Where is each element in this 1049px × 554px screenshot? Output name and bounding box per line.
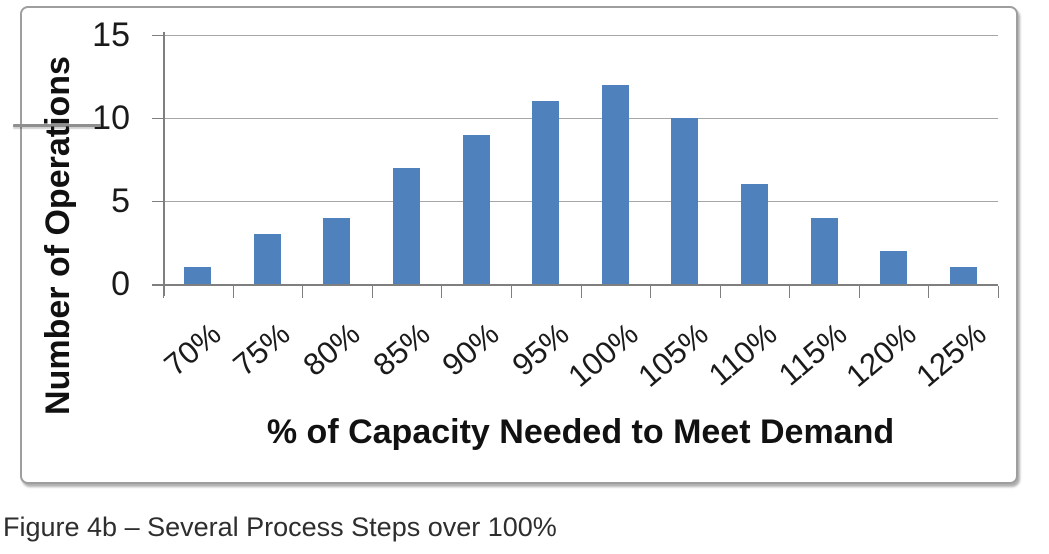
bar-75% xyxy=(253,234,281,284)
bar-120% xyxy=(880,250,908,284)
x-tick-mark-1 xyxy=(232,286,234,298)
x-tick-label-105%: 105% xyxy=(631,316,715,394)
bar-90% xyxy=(462,134,490,284)
x-tick-mark-2 xyxy=(302,286,304,298)
x-tick-mark-12 xyxy=(998,286,999,298)
y-tick-label-5: 5 xyxy=(111,182,130,220)
x-tick-mark-9 xyxy=(789,286,791,298)
x-tick-label-95%: 95% xyxy=(505,316,576,383)
x-tick-label-70%: 70% xyxy=(157,316,228,383)
x-tick-mark-8 xyxy=(719,286,721,298)
x-tick-mark-11 xyxy=(928,286,930,298)
x-tick-label-90%: 90% xyxy=(435,316,506,383)
x-tick-label-120%: 120% xyxy=(839,316,924,394)
x-tick-label-115%: 115% xyxy=(772,316,854,393)
x-tick-label-80%: 80% xyxy=(296,316,367,383)
x-tick-mark-3 xyxy=(371,286,373,298)
y-axis-title: Number of Operations xyxy=(8,10,108,460)
y-tick-mark-5 xyxy=(152,201,163,202)
y-axis-title-text: Number of Operations xyxy=(38,55,77,415)
stray-line-artifact xyxy=(13,124,101,127)
bar-100% xyxy=(601,84,629,284)
y-axis-line xyxy=(163,32,165,296)
bar-110% xyxy=(740,184,768,284)
x-tick-label-100%: 100% xyxy=(561,316,645,394)
y-tick-label-10: 10 xyxy=(92,99,130,137)
figure-caption: Figure 4b – Several Process Steps over 1… xyxy=(3,512,557,542)
bar-95% xyxy=(532,101,560,284)
y-tick-label-0: 0 xyxy=(111,265,130,303)
chart-frame xyxy=(20,6,1018,484)
x-tick-label-110%: 110% xyxy=(702,316,784,393)
x-tick-mark-5 xyxy=(510,286,512,298)
y-tick-mark-15 xyxy=(152,35,163,36)
x-tick-mark-4 xyxy=(441,286,443,298)
bar-115% xyxy=(810,217,838,284)
gridline-15 xyxy=(163,35,998,36)
bar-80% xyxy=(323,217,351,284)
gridline-5 xyxy=(163,201,998,202)
x-tick-mark-6 xyxy=(580,286,582,298)
x-tick-label-125%: 125% xyxy=(909,316,993,394)
bar-105% xyxy=(671,118,699,284)
gridline-10 xyxy=(163,118,998,119)
bar-125% xyxy=(949,267,977,284)
x-tick-mark-10 xyxy=(858,286,860,298)
x-tick-mark-0 xyxy=(163,286,164,298)
x-axis-line xyxy=(152,284,998,286)
bar-85% xyxy=(393,167,421,284)
x-tick-label-75%: 75% xyxy=(226,316,297,383)
x-tick-label-85%: 85% xyxy=(366,316,437,383)
y-tick-mark-10 xyxy=(152,118,163,119)
y-tick-label-15: 15 xyxy=(92,16,130,54)
x-tick-mark-7 xyxy=(650,286,652,298)
bar-70% xyxy=(184,267,212,284)
x-axis-title: % of Capacity Needed to Meet Demand xyxy=(266,413,895,451)
